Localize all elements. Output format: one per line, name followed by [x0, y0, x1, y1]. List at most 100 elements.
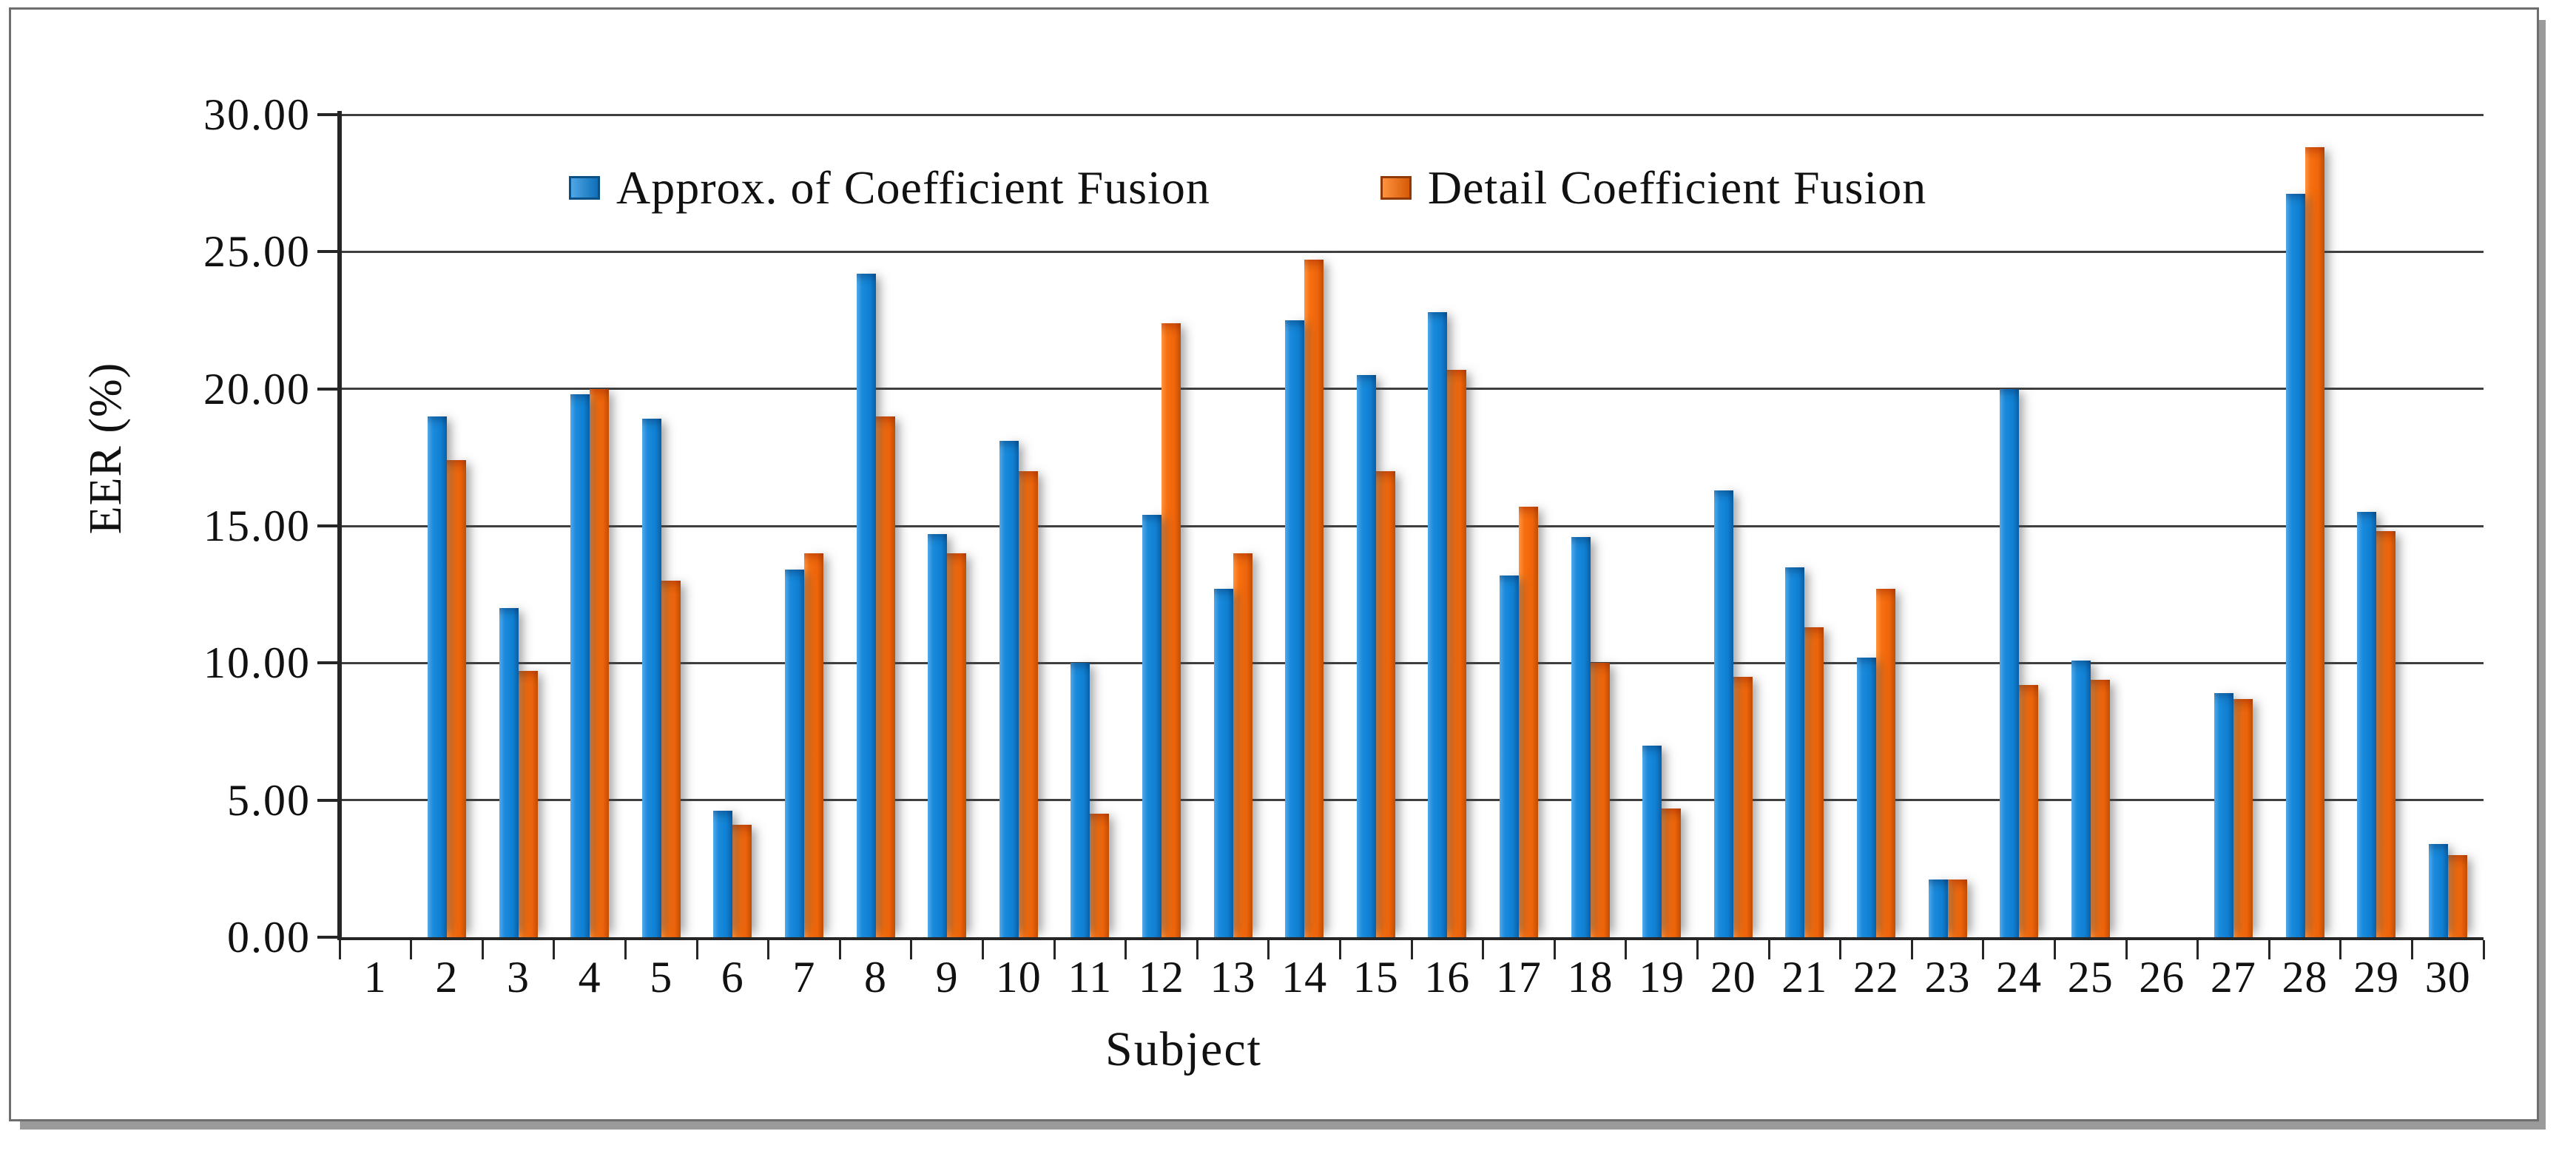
bar-approx-subject-7	[784, 570, 804, 937]
x-tick-label: 3	[507, 953, 530, 1002]
bar-approx-subject-18	[1571, 536, 1591, 937]
x-axis-tick	[481, 940, 484, 959]
bar-detail-subject-25	[2090, 679, 2110, 937]
gridline	[340, 524, 2484, 527]
x-tick-label: 12	[1138, 953, 1184, 1002]
x-axis-tick	[553, 940, 556, 959]
x-axis-tick	[2196, 940, 2199, 959]
x-axis-line	[340, 937, 2484, 940]
x-axis-tick	[410, 940, 413, 959]
x-tick-label: 26	[2139, 953, 2185, 1002]
x-tick-label: 23	[1924, 953, 1971, 1002]
bar-approx-subject-29	[2357, 512, 2377, 937]
bar-detail-subject-20	[1733, 676, 1753, 937]
gridline	[340, 661, 2484, 664]
bar-approx-subject-20	[1713, 490, 1733, 937]
x-axis-tick	[624, 940, 627, 959]
x-axis-tick	[838, 940, 841, 959]
bar-detail-subject-5	[661, 581, 681, 937]
bar-detail-subject-29	[2376, 531, 2396, 937]
x-axis-tick	[1338, 940, 1341, 959]
x-axis-tick	[2268, 940, 2270, 959]
legend-swatch-detail-icon	[1380, 176, 1412, 200]
x-axis-tick	[2125, 940, 2128, 959]
bar-approx-subject-3	[499, 608, 519, 937]
x-tick-label: 29	[2353, 953, 2400, 1002]
y-axis-line	[337, 111, 342, 940]
bar-detail-subject-13	[1233, 553, 1252, 937]
x-tick-label: 22	[1852, 953, 1899, 1002]
bar-detail-subject-24	[2019, 684, 2039, 937]
bar-detail-subject-21	[1804, 627, 1824, 937]
bar-detail-subject-30	[2447, 854, 2467, 937]
bar-approx-subject-15	[1356, 375, 1376, 937]
legend-item-approx: Approx. of Coefficient Fusion	[569, 158, 1210, 217]
x-axis-tick	[338, 940, 341, 959]
y-tick-label: 20.00	[203, 364, 311, 413]
x-tick-label: 5	[650, 953, 673, 1002]
bar-approx-subject-27	[2213, 693, 2233, 937]
x-tick-label: 25	[2067, 953, 2114, 1002]
bar-approx-subject-16	[1428, 311, 1448, 937]
x-axis-tick	[695, 940, 698, 959]
x-tick-label: 24	[1996, 953, 2043, 1002]
y-axis-tick	[317, 798, 340, 802]
y-tick-label: 25.00	[203, 227, 311, 277]
bar-detail-subject-12	[1161, 323, 1181, 937]
gridline	[340, 113, 2484, 116]
bar-detail-subject-11	[1090, 814, 1110, 937]
x-tick-label: 14	[1281, 953, 1328, 1002]
x-axis-tick	[981, 940, 984, 959]
legend-swatch-approx-icon	[569, 176, 600, 200]
bar-approx-subject-13	[1213, 589, 1233, 937]
y-axis-tick	[317, 936, 340, 939]
bar-approx-subject-24	[2000, 388, 2020, 937]
gridline	[340, 250, 2484, 253]
bar-approx-subject-11	[1070, 663, 1090, 937]
y-tick-label: 10.00	[203, 638, 311, 688]
bar-detail-subject-27	[2233, 698, 2253, 937]
bar-detail-subject-2	[446, 460, 466, 937]
bar-detail-subject-17	[1518, 507, 1538, 937]
x-tick-label: 19	[1639, 953, 1685, 1002]
bar-approx-subject-22	[1856, 657, 1876, 937]
bar-detail-subject-23	[1947, 880, 1967, 937]
y-tick-label: 30.00	[203, 90, 311, 139]
bar-approx-subject-30	[2428, 843, 2448, 937]
x-axis-tick	[1696, 940, 1699, 959]
y-axis-tick	[317, 387, 340, 391]
x-axis-tick	[1125, 940, 1127, 959]
x-axis-tick	[1410, 940, 1413, 959]
x-tick-label: 16	[1424, 953, 1471, 1002]
bar-approx-subject-4	[570, 394, 590, 937]
x-tick-label: 18	[1567, 953, 1614, 1002]
x-axis-tick	[2339, 940, 2342, 959]
bar-approx-subject-14	[1285, 320, 1305, 937]
y-tick-label: 15.00	[203, 502, 311, 550]
bar-approx-subject-6	[713, 811, 733, 937]
bar-detail-subject-14	[1304, 260, 1324, 937]
x-tick-label: 17	[1495, 953, 1542, 1002]
x-axis-tick	[1839, 940, 1842, 959]
gridline	[340, 388, 2484, 391]
y-axis-tick	[317, 661, 340, 665]
y-tick-label: 0.00	[227, 913, 311, 962]
bar-approx-subject-21	[1785, 567, 1805, 937]
x-axis-tick	[1053, 940, 1056, 959]
x-tick-label: 15	[1352, 953, 1399, 1002]
bar-detail-subject-3	[518, 671, 538, 937]
x-axis-tick	[1196, 940, 1198, 959]
bar-approx-subject-5	[641, 419, 661, 937]
bar-approx-subject-28	[2285, 194, 2305, 937]
bar-detail-subject-6	[732, 825, 752, 937]
bar-approx-subject-2	[427, 416, 447, 937]
bar-detail-subject-16	[1447, 369, 1467, 937]
bar-approx-subject-25	[2071, 660, 2091, 937]
x-axis-tick	[1625, 940, 1628, 959]
bar-approx-subject-17	[1499, 575, 1519, 937]
y-axis-tick	[317, 524, 340, 527]
bar-detail-subject-9	[947, 553, 967, 937]
x-axis-tick	[767, 940, 770, 959]
x-axis-tick	[1767, 940, 1770, 959]
bar-detail-subject-15	[1375, 470, 1395, 937]
